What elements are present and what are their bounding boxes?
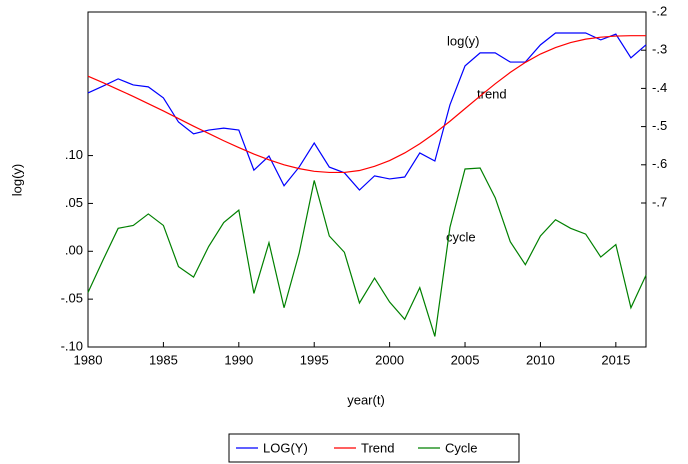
annotation: trend	[477, 86, 507, 101]
x-tick-label: 2005	[451, 352, 480, 367]
y-tick-label: -.05	[61, 291, 83, 306]
legend-box	[228, 433, 520, 463]
y-tick-label: .05	[65, 195, 83, 210]
series-line	[87, 32, 647, 191]
y-tick-label: .10	[65, 147, 83, 162]
x-axis-label: year(t)	[347, 392, 385, 407]
y-axis-label: log(y)	[9, 164, 24, 197]
y2-tick-label: -.6	[652, 156, 667, 171]
annotation: log(y)	[447, 33, 480, 48]
y2-tick-label: -.5	[652, 118, 667, 133]
y2-tick-label: -.7	[652, 194, 667, 209]
x-tick-label: 2000	[375, 352, 404, 367]
x-tick-label: 1990	[224, 352, 253, 367]
series-line	[87, 35, 646, 174]
series-line	[87, 167, 647, 337]
annotation: cycle	[446, 229, 476, 244]
y-tick-label: .00	[65, 243, 83, 258]
legend-label: Trend	[361, 440, 394, 455]
y2-tick-label: -.4	[652, 80, 667, 95]
x-tick-label: 1985	[149, 352, 178, 367]
plot-frame	[87, 11, 647, 348]
legend-label: Cycle	[445, 440, 478, 455]
y2-tick-label: -.3	[652, 42, 667, 57]
y-tick-label: -.10	[61, 338, 83, 353]
x-tick-label: 2010	[526, 352, 555, 367]
y2-tick-label: -.2	[652, 3, 667, 18]
legend-label: LOG(Y)	[263, 440, 308, 455]
x-tick-label: 1995	[300, 352, 329, 367]
x-tick-label: 2015	[601, 352, 630, 367]
x-tick-label: 1980	[74, 352, 103, 367]
